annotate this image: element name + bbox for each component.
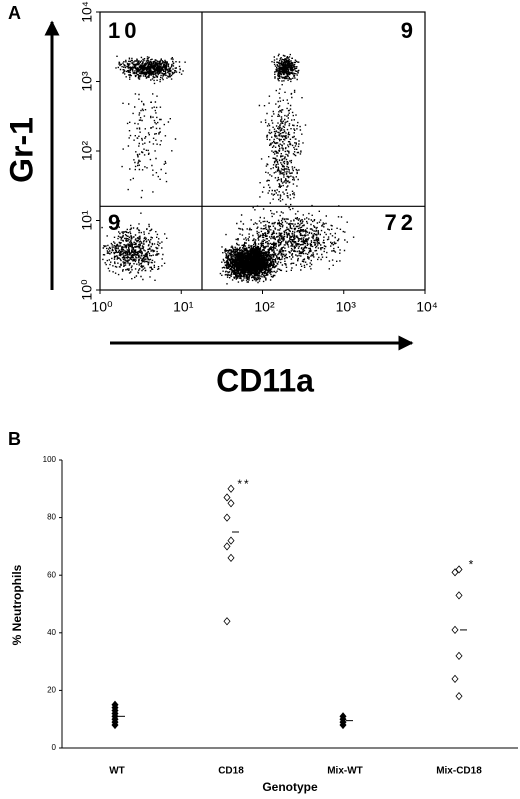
x-tick-label: 10⁴ <box>416 299 438 315</box>
y-tick-label: 10³ <box>79 71 95 92</box>
x-tick-label: WT <box>109 766 125 777</box>
y-tick-label: 10⁴ <box>79 1 95 23</box>
data-point <box>223 617 231 626</box>
quadrant-percent: 10 <box>108 18 140 43</box>
significance: ** <box>237 477 250 491</box>
y-tick-label: 60 <box>47 570 56 579</box>
x-tick-label: CD18 <box>218 766 244 777</box>
quadrant-percent: 9 <box>108 210 124 235</box>
data-point <box>451 674 459 683</box>
y-axis-label: Gr-1 <box>3 117 39 183</box>
data-point <box>223 542 231 551</box>
data-point <box>223 493 231 502</box>
x-tick-label: 10² <box>254 299 275 315</box>
y-tick-label: 10⁰ <box>79 279 95 301</box>
data-point <box>227 553 235 563</box>
panel-label: B <box>8 429 21 449</box>
x-tick-label: Mix-WT <box>327 766 363 777</box>
x-axis-label: CD11a <box>216 362 314 398</box>
data-point <box>111 700 119 709</box>
quadrant-percent: 72 <box>385 210 417 235</box>
data-point <box>227 484 235 493</box>
event-cloud <box>101 53 355 285</box>
significance: * <box>469 558 476 572</box>
y-tick-label: 10¹ <box>79 210 95 231</box>
y-tick-label: 0 <box>52 743 57 752</box>
data-point <box>455 651 463 660</box>
y-tick-label: 40 <box>47 628 56 637</box>
data-point <box>223 513 231 522</box>
x-tick-label: Mix-CD18 <box>436 766 482 777</box>
x-tick-label: 10³ <box>336 299 357 315</box>
y-tick-label: 100 <box>43 455 57 464</box>
data-point <box>227 536 235 545</box>
x-axis-label: Genotype <box>262 780 318 794</box>
data-point <box>451 625 459 635</box>
panel-label: A <box>8 3 21 23</box>
data-point <box>455 591 463 600</box>
data-point <box>455 692 463 701</box>
quadrant-percent: 9 <box>401 18 417 43</box>
y-axis-label: % Neutrophils <box>10 564 24 645</box>
data-point <box>227 499 235 508</box>
y-tick-label: 20 <box>47 686 56 695</box>
x-tick-label: 10¹ <box>173 299 194 315</box>
x-tick-label: 10⁰ <box>91 299 113 315</box>
data-point <box>451 568 459 577</box>
data-point <box>339 712 347 721</box>
y-tick-label: 80 <box>47 513 56 522</box>
y-tick-label: 10² <box>79 141 95 162</box>
